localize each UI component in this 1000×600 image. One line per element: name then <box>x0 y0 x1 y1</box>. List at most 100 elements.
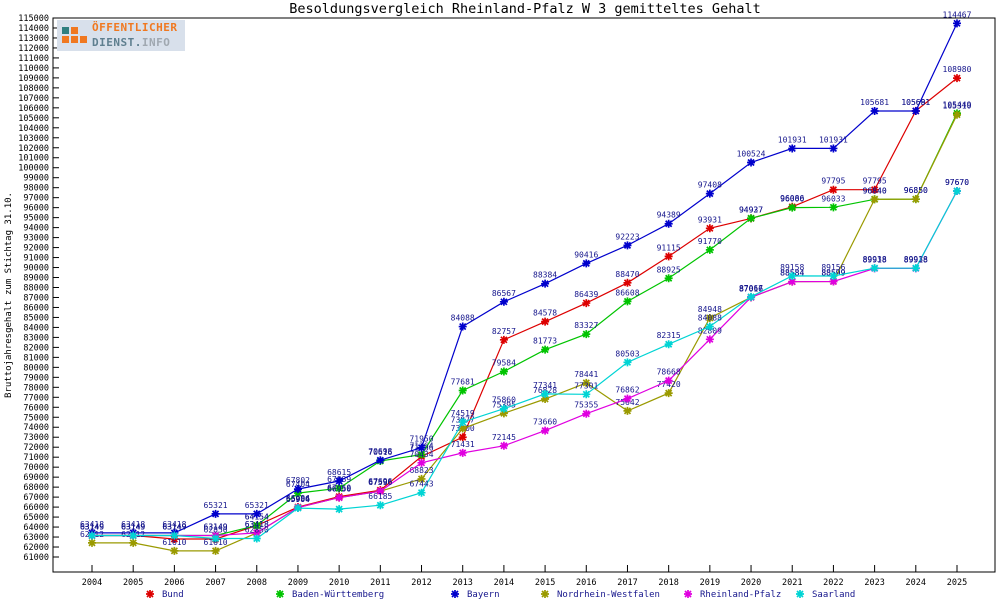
data-point-label: 67696 <box>368 477 392 486</box>
data-point-label: 77301 <box>574 381 598 390</box>
legend-item-saarland: Saarland <box>796 590 855 600</box>
data-point-label: 62850 <box>245 526 269 535</box>
data-point-marker <box>705 189 714 198</box>
data-point-marker <box>664 340 673 349</box>
data-point-marker <box>499 297 508 306</box>
y-tick-label: 64000 <box>23 523 49 533</box>
x-tick-label: 2006 <box>164 578 184 588</box>
data-point-label: 66004 <box>286 494 310 503</box>
data-point-marker <box>664 389 673 398</box>
data-point-label: 74519 <box>451 409 475 418</box>
data-point-label: 79584 <box>492 359 516 368</box>
y-tick-label: 67000 <box>23 493 49 503</box>
data-point-marker <box>499 367 508 376</box>
data-point-marker <box>499 335 508 344</box>
data-point-label: 96033 <box>821 194 845 203</box>
data-point-marker <box>747 158 756 167</box>
site-logo: ÖFFENTLICHER DIENST.INFO <box>57 20 186 51</box>
data-point-marker <box>541 279 550 288</box>
series-line <box>92 190 958 540</box>
y-tick-label: 62000 <box>23 543 49 553</box>
logo-squares-icon <box>62 26 87 43</box>
data-point-marker <box>541 395 550 404</box>
data-point-label: 87016 <box>739 284 763 293</box>
y-tick-label: 79000 <box>23 373 49 383</box>
data-point-label: 108980 <box>943 65 972 74</box>
data-point-label: 83327 <box>574 321 598 330</box>
data-point-label: 90416 <box>574 250 598 259</box>
legend-label: Baden-Württemberg <box>292 590 384 600</box>
data-point-label: 89156 <box>821 263 845 272</box>
data-point-label: 96840 <box>863 186 887 195</box>
data-point-marker <box>829 203 838 212</box>
x-tick-label: 2005 <box>123 578 143 588</box>
data-point-label: 63149 <box>121 523 145 532</box>
data-point-marker <box>417 443 426 452</box>
data-point-marker <box>870 195 879 204</box>
data-point-label: 86439 <box>574 290 598 299</box>
data-point-label: 86567 <box>492 289 516 298</box>
plot-border <box>52 17 996 573</box>
data-point-label: 66185 <box>368 492 392 501</box>
data-point-marker <box>911 195 920 204</box>
y-tick-label: 86000 <box>23 303 49 313</box>
data-point-marker <box>788 203 797 212</box>
data-point-label: 63149 <box>204 523 228 532</box>
data-point-marker <box>623 241 632 250</box>
data-point-label: 65321 <box>204 501 228 510</box>
data-point-marker <box>541 426 550 435</box>
y-tick-label: 83000 <box>23 333 49 343</box>
y-tick-label: 71000 <box>23 453 49 463</box>
data-point-label: 70698 <box>368 447 392 456</box>
data-point-marker <box>870 185 879 194</box>
data-point-label: 63149 <box>204 523 228 532</box>
data-point-label: 91115 <box>657 243 681 252</box>
data-point-label: 63149 <box>80 523 104 532</box>
legend-marker <box>146 590 154 598</box>
data-point-label: 77341 <box>533 381 557 390</box>
legend-item-bayern: Bayern <box>451 590 500 600</box>
data-point-marker <box>623 394 632 403</box>
data-point-label: 75860 <box>492 396 516 405</box>
data-point-label: 65956 <box>286 495 310 504</box>
data-point-label: 62850 <box>204 526 228 535</box>
y-tick-label: 73000 <box>23 433 49 443</box>
data-point-label: 66950 <box>327 485 351 494</box>
data-point-marker <box>623 278 632 287</box>
data-point-label: 82315 <box>657 331 681 340</box>
x-tick-label: 2008 <box>247 578 267 588</box>
data-point-label: 61610 <box>162 538 186 547</box>
data-point-marker <box>582 378 591 387</box>
data-point-marker <box>705 245 714 254</box>
data-point-marker <box>458 448 467 457</box>
y-tick-label: 107000 <box>18 94 49 104</box>
chart-legend: Bund Baden-Württemberg Bayern Nordrhein-Wes… <box>146 590 855 600</box>
x-tick-label: 2016 <box>576 578 596 588</box>
data-point-label: 71431 <box>451 440 475 449</box>
y-tick-label: 65000 <box>23 513 49 523</box>
y-tick-label: 87000 <box>23 293 49 303</box>
legend-marker <box>451 590 459 598</box>
data-point-marker <box>417 458 426 467</box>
data-point-label: 89938 <box>863 255 887 264</box>
series-line <box>92 113 958 537</box>
x-tick-label: 2024 <box>906 578 926 588</box>
data-point-marker <box>705 313 714 322</box>
data-point-label: 94937 <box>739 205 763 214</box>
series-line <box>92 77 958 540</box>
y-tick-label: 94000 <box>23 224 49 234</box>
legend-label: Bayern <box>467 590 500 600</box>
data-point-label: 105449 <box>943 100 972 109</box>
data-point-marker <box>623 297 632 306</box>
legend-marker <box>541 590 549 598</box>
data-point-label: 88925 <box>657 265 681 274</box>
data-point-label: 81773 <box>533 337 557 346</box>
x-tick-label: 2018 <box>658 578 678 588</box>
data-point-label: 68615 <box>327 468 351 477</box>
series-line <box>92 23 958 534</box>
data-point-marker <box>582 390 591 399</box>
data-point-label: 63418 <box>162 520 186 529</box>
y-tick-label: 85000 <box>23 313 49 323</box>
